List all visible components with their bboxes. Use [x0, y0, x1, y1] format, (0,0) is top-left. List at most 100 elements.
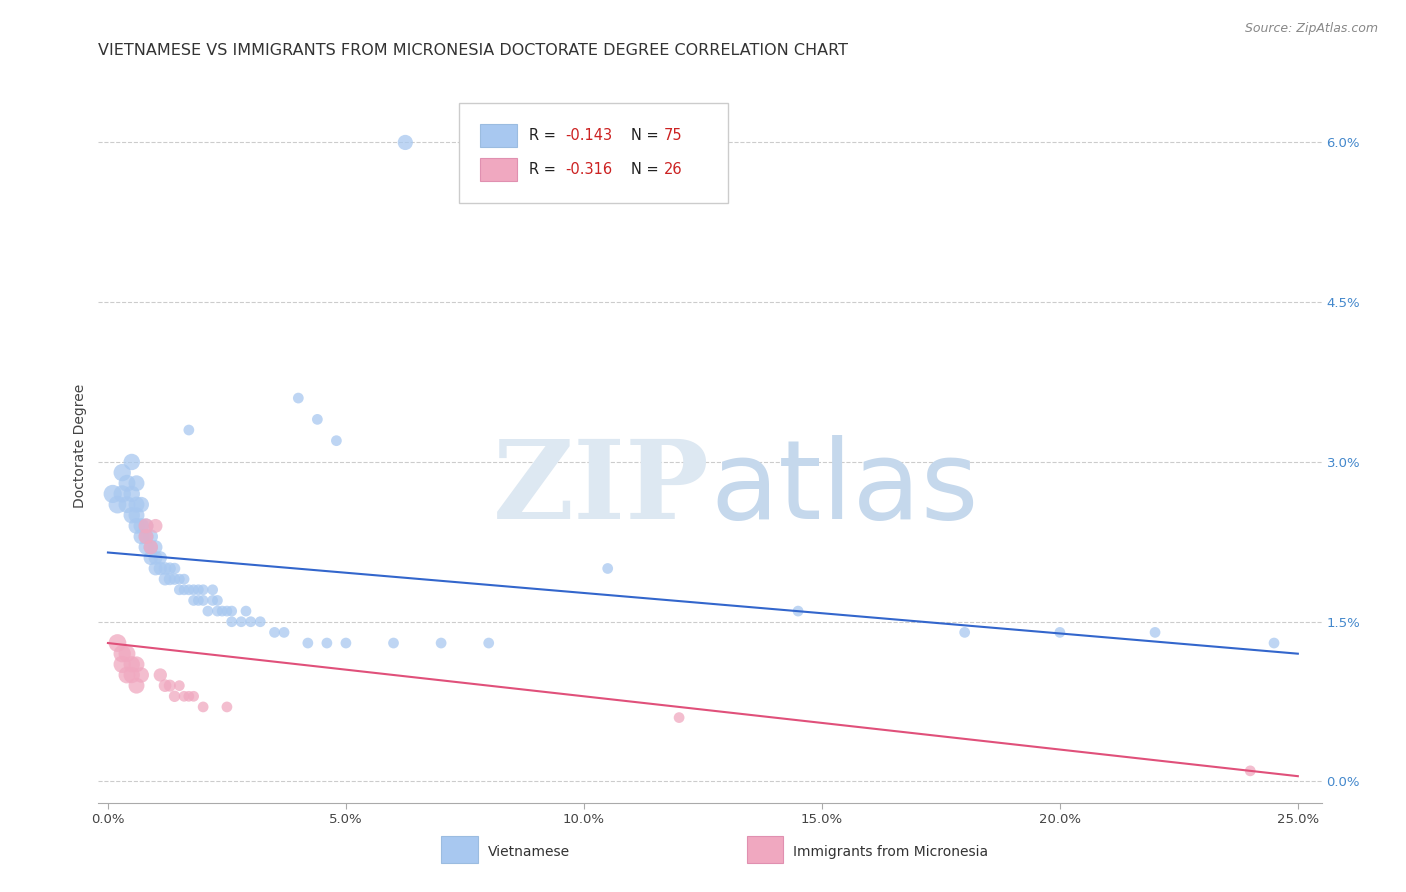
Point	[1144, 625, 1167, 640]
Point	[135, 529, 157, 543]
Point	[145, 561, 167, 575]
Point	[153, 561, 176, 575]
Point	[125, 657, 148, 672]
Point	[115, 498, 138, 512]
Point	[169, 679, 191, 693]
Point	[149, 668, 172, 682]
Point	[111, 466, 134, 480]
Point	[215, 700, 238, 714]
Bar	[747, 837, 783, 863]
Point	[149, 561, 172, 575]
Point	[163, 690, 186, 704]
Text: N =: N =	[630, 161, 662, 177]
Point	[153, 572, 176, 586]
Point	[1263, 636, 1285, 650]
Point	[139, 540, 162, 554]
Point	[239, 615, 262, 629]
Text: R =: R =	[529, 128, 561, 143]
Point	[1049, 625, 1071, 640]
Point	[315, 636, 337, 650]
Point	[139, 529, 162, 543]
Point	[307, 412, 329, 426]
Point	[787, 604, 810, 618]
Point	[111, 657, 134, 672]
Point	[263, 625, 285, 640]
Point	[382, 636, 405, 650]
Point	[187, 582, 209, 597]
Point	[149, 550, 172, 565]
Point	[325, 434, 347, 448]
Point	[297, 636, 319, 650]
Text: Source: ZipAtlas.com: Source: ZipAtlas.com	[1244, 22, 1378, 36]
Point	[101, 487, 124, 501]
Point	[177, 690, 200, 704]
Point	[163, 561, 186, 575]
Point	[169, 582, 191, 597]
Point	[953, 625, 976, 640]
Point	[125, 679, 148, 693]
Point	[145, 519, 167, 533]
Point	[221, 604, 243, 618]
Point	[394, 136, 416, 150]
Point	[1239, 764, 1261, 778]
Point	[478, 636, 501, 650]
Point	[135, 529, 157, 543]
Text: -0.316: -0.316	[565, 161, 613, 177]
Point	[221, 615, 243, 629]
Point	[191, 593, 214, 607]
Point	[177, 423, 200, 437]
Point	[139, 540, 162, 554]
Point	[191, 582, 214, 597]
Point	[183, 690, 205, 704]
Text: 26: 26	[664, 161, 682, 177]
Point	[121, 455, 143, 469]
Point	[197, 604, 219, 618]
Point	[207, 593, 229, 607]
Point	[207, 604, 229, 618]
FancyBboxPatch shape	[460, 103, 728, 203]
Point	[115, 647, 138, 661]
Point	[173, 572, 195, 586]
Bar	[441, 837, 478, 863]
Point	[115, 476, 138, 491]
Text: -0.143: -0.143	[565, 128, 613, 143]
Point	[121, 668, 143, 682]
Point	[115, 668, 138, 682]
Point	[159, 561, 181, 575]
Point	[111, 647, 134, 661]
Point	[121, 487, 143, 501]
Point	[668, 710, 690, 724]
Point	[249, 615, 271, 629]
Point	[215, 604, 238, 618]
Point	[187, 593, 209, 607]
Text: atlas: atlas	[710, 435, 979, 542]
Point	[201, 593, 224, 607]
Text: VIETNAMESE VS IMMIGRANTS FROM MICRONESIA DOCTORATE DEGREE CORRELATION CHART: VIETNAMESE VS IMMIGRANTS FROM MICRONESIA…	[98, 43, 848, 58]
Point	[135, 519, 157, 533]
Point	[145, 550, 167, 565]
Text: Immigrants from Micronesia: Immigrants from Micronesia	[793, 845, 988, 859]
Point	[111, 487, 134, 501]
Point	[177, 582, 200, 597]
Point	[201, 582, 224, 597]
Point	[135, 519, 157, 533]
Point	[121, 657, 143, 672]
Point	[430, 636, 453, 650]
Point	[107, 498, 129, 512]
Point	[159, 679, 181, 693]
Point	[231, 615, 253, 629]
Point	[173, 582, 195, 597]
Point	[125, 476, 148, 491]
Point	[211, 604, 233, 618]
Point	[169, 572, 191, 586]
Point	[183, 582, 205, 597]
Bar	[479, 124, 517, 147]
Point	[273, 625, 295, 640]
Point	[287, 391, 309, 405]
Point	[129, 519, 152, 533]
Text: R =: R =	[529, 161, 561, 177]
Point	[173, 690, 195, 704]
Point	[159, 572, 181, 586]
Point	[129, 529, 152, 543]
Point	[125, 498, 148, 512]
